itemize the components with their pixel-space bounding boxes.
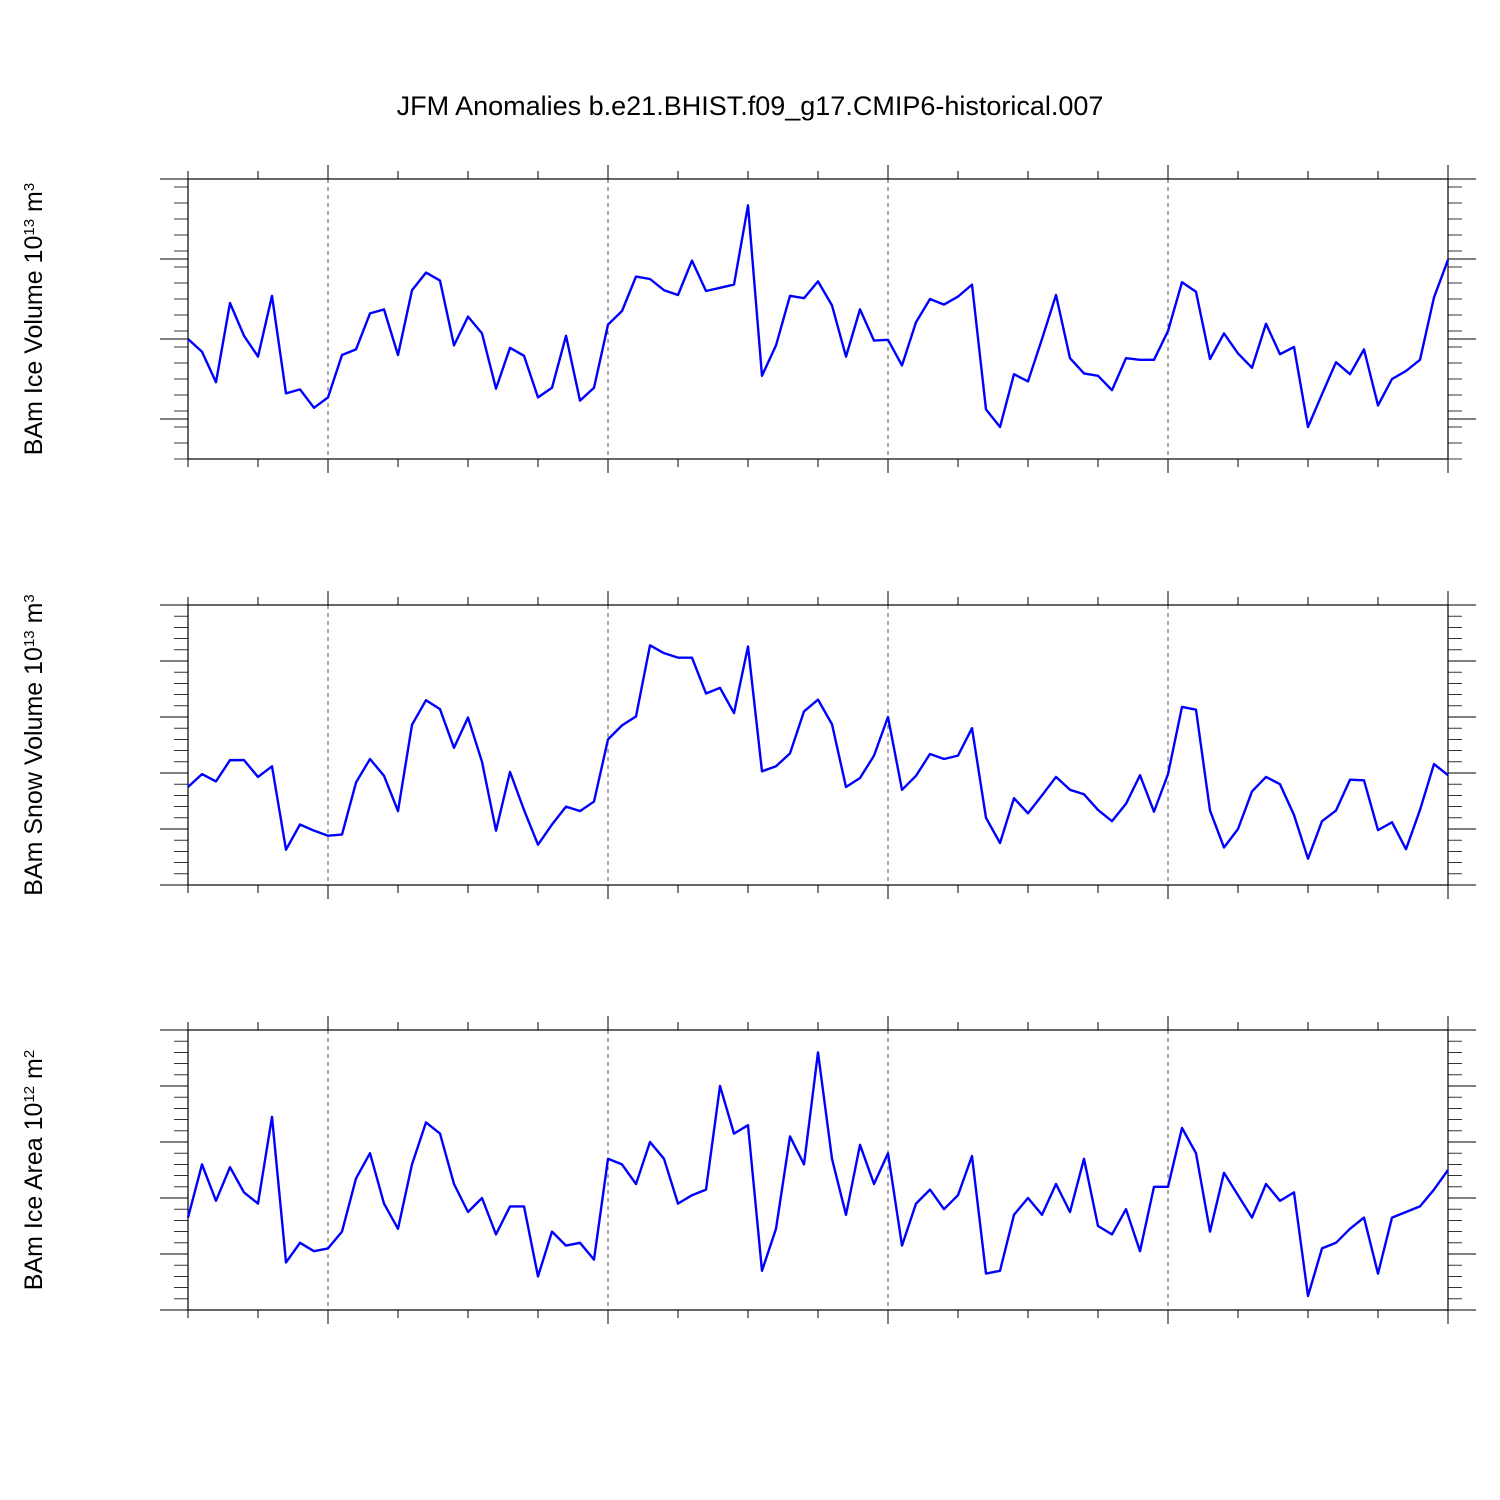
- y-axis-label: BAm Ice Area 1012 m2: [20, 1050, 48, 1290]
- y-axis-label-exponent: 13: [21, 630, 38, 647]
- y-axis-label-text: BAm Snow Volume 10: [20, 647, 48, 896]
- chart-panel-1: BAm Ice Volume 1013 m3: [20, 165, 1476, 473]
- chart-title: JFM Anomalies b.e21.BHIST.f09_g17.CMIP6-…: [397, 91, 1104, 121]
- plot-frame: [187, 1029, 1449, 1311]
- y-axis-label-unit-exponent: 2: [21, 1050, 38, 1058]
- y-axis-label-text: BAm Ice Area 10: [20, 1103, 48, 1291]
- plot-frame: [187, 604, 1449, 886]
- series-points: [187, 204, 1449, 428]
- y-axis-label-unit-exponent: 3: [21, 183, 38, 191]
- series-points: [187, 644, 1449, 860]
- y-axis-label-unit: m: [20, 191, 48, 219]
- series-line: [187, 644, 1449, 860]
- y-axis-label-exponent: 12: [21, 1086, 38, 1103]
- y-axis-label-unit-exponent: 3: [21, 594, 38, 602]
- y-axis-label: BAm Ice Volume 1013 m3: [20, 183, 48, 455]
- y-axis-label: BAm Snow Volume 1013 m3: [20, 594, 48, 896]
- plot-frame: [187, 178, 1449, 460]
- y-axis-label-unit: m: [20, 603, 48, 631]
- y-axis-label-unit: m: [20, 1058, 48, 1086]
- series-line: [186, 1051, 1449, 1298]
- series-line: [187, 204, 1450, 429]
- y-axis-label-text: BAm Ice Volume 10: [20, 236, 48, 456]
- chart-panel-2: BAm Snow Volume 1013 m3: [20, 591, 1476, 899]
- y-axis-label-exponent: 13: [21, 219, 38, 236]
- chart-panel-3: BAm Ice Area 1012 m2: [20, 1016, 1476, 1324]
